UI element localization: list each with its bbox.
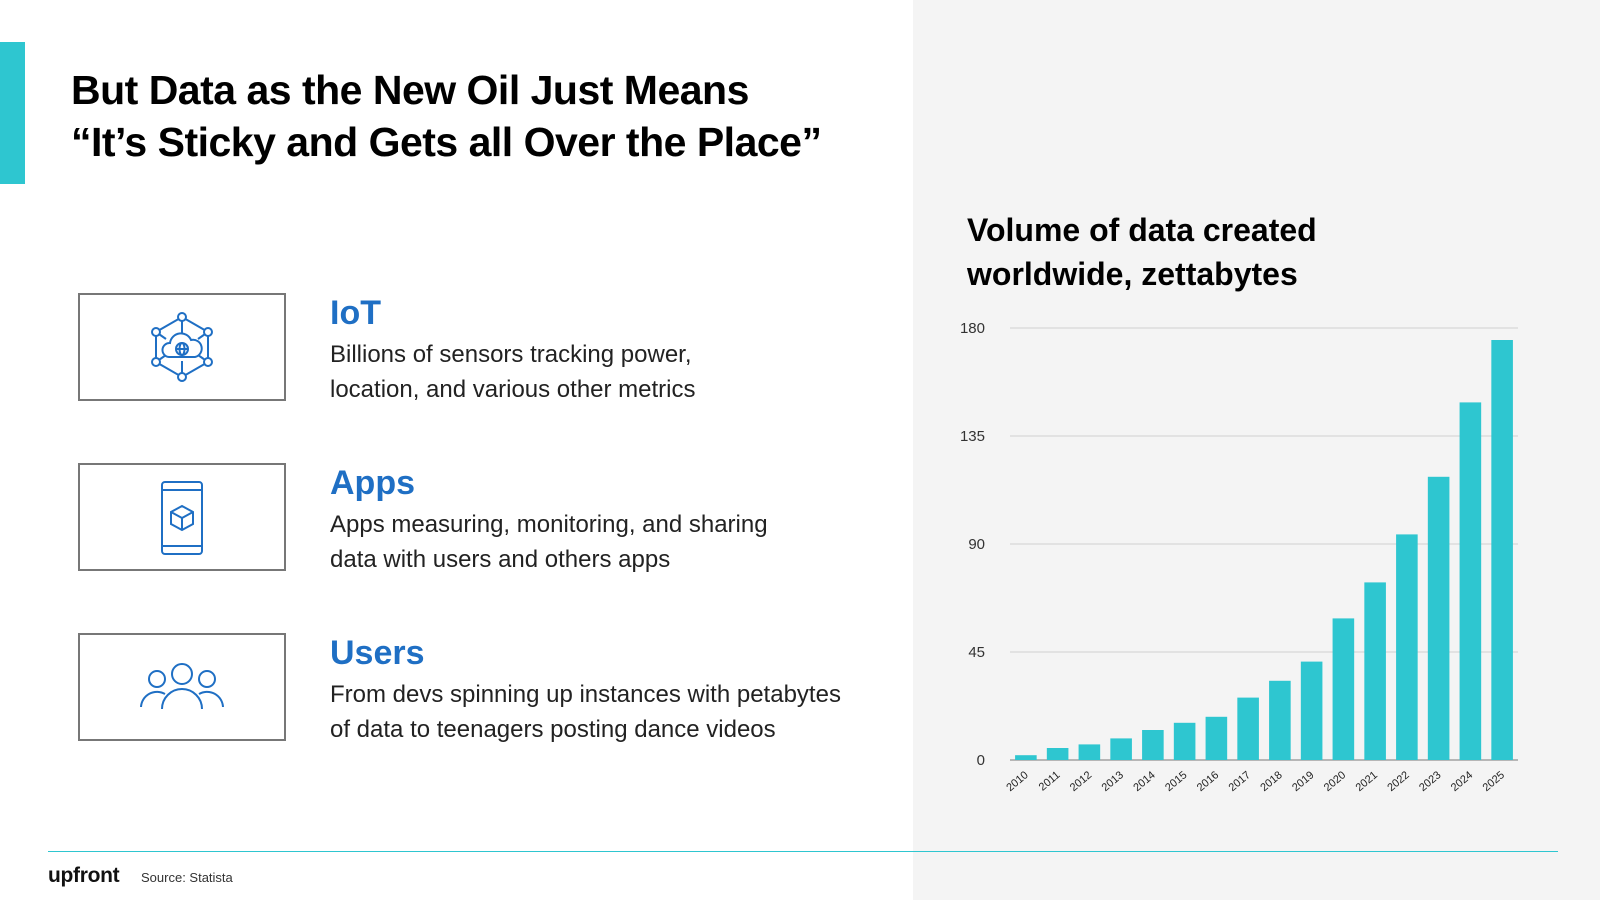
bar [1173,722,1196,760]
y-tick-label: 135 [960,428,985,445]
upfront-logo: upfront [48,864,120,887]
x-tick-label: 2021 [1354,769,1380,794]
slide-title-line-1: But Data as the New Oil Just Means [71,67,749,113]
bar [1237,697,1259,760]
bar [1110,738,1132,760]
x-tick-label: 2014 [1131,769,1157,794]
x-tick-label: 2011 [1037,769,1063,793]
feature-desc-users-line-2: of data to teenagers posting dance video… [330,716,776,743]
source-note: Source: Statista [141,870,233,885]
feature-desc-iot-line-1: Billions of sensors tracking power, [330,341,692,368]
x-tick-label: 2022 [1385,769,1411,794]
bar [1396,534,1418,760]
bar [1015,755,1037,760]
x-tick-label: 2010 [1004,769,1030,794]
bar [1491,340,1513,760]
bar [1078,744,1101,760]
feature-desc-apps-line-1: Apps measuring, monitoring, and sharing [330,511,768,538]
feature-desc-iot-line-2: location, and various other metrics [330,376,696,403]
bar [1269,680,1291,760]
accent-bar [0,42,25,184]
y-tick-label: 90 [968,536,985,553]
feature-desc-apps-line-2: data with users and others apps [330,546,671,573]
footer-divider [48,851,1558,852]
chart-title-line-2: worldwide, zettabytes [967,256,1298,292]
x-tick-label: 2025 [1481,769,1507,794]
feature-icon-box-iot [78,293,286,401]
y-tick-label: 0 [977,752,985,769]
x-tick-label: 2013 [1100,769,1126,794]
feature-desc-apps: Apps measuring, monitoring, and sharing … [330,507,890,577]
x-tick-label: 2012 [1068,769,1094,794]
slide-title-line-2: “It’s Sticky and Gets all Over the Place… [71,119,822,165]
chart-title: Volume of data created worldwide, zettab… [967,208,1317,296]
feature-icon-box-users [78,633,286,741]
mobile-app-cube-icon [161,481,203,555]
feature-title-apps: Apps [330,464,415,502]
iot-cloud-network-icon [151,312,213,382]
x-tick-label: 2016 [1195,769,1221,794]
x-tick-label: 2023 [1417,769,1443,794]
chart-title-line-1: Volume of data created [967,212,1317,248]
feature-desc-iot: Billions of sensors tracking power, loca… [330,337,890,407]
bar [1364,582,1386,760]
bar [1300,661,1323,760]
feature-desc-users-line-1: From devs spinning up instances with pet… [330,681,841,708]
bar [1459,402,1482,760]
bar [1332,618,1355,760]
slide-title: But Data as the New Oil Just Means “It’s… [71,64,822,168]
x-tick-label: 2015 [1163,769,1189,794]
x-tick-label: 2017 [1227,769,1253,794]
bar [1142,730,1164,760]
bar [1046,748,1069,760]
y-tick-label: 45 [968,644,985,661]
y-tick-label: 180 [960,320,985,337]
feature-title-iot: IoT [330,294,381,332]
bar [1427,476,1450,760]
x-tick-label: 2019 [1290,769,1316,794]
feature-desc-users: From devs spinning up instances with pet… [330,677,890,747]
feature-title-users: Users [330,634,425,672]
x-tick-label: 2020 [1322,769,1348,794]
users-group-icon [140,663,224,710]
x-tick-label: 2018 [1258,769,1284,794]
x-tick-label: 2024 [1449,769,1475,794]
bar [1205,716,1228,760]
feature-icon-box-apps [78,463,286,571]
